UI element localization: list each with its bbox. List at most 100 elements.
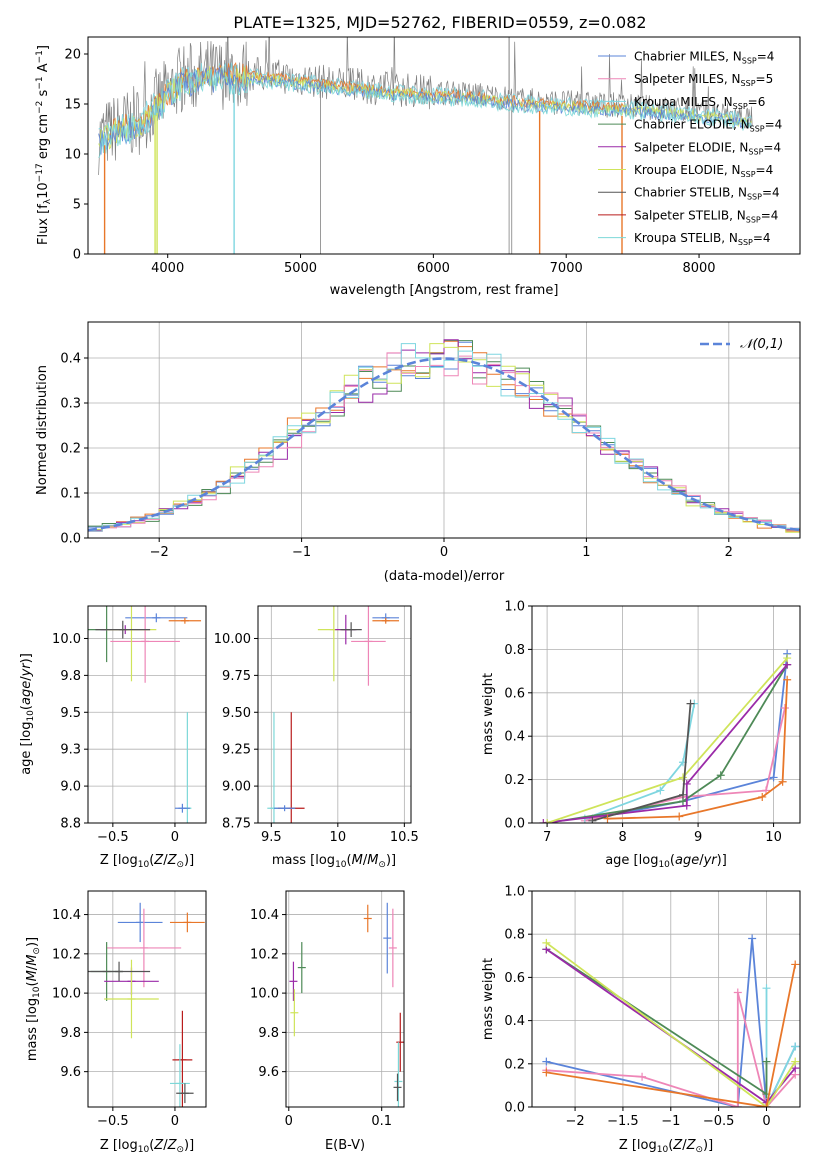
series-marker	[675, 812, 684, 821]
series-marker	[769, 773, 778, 782]
series-marker	[783, 675, 792, 684]
panel-3: −0.5 0 8.8 9.0 9.3 9.5 9.8 10.0 Z [log10(Z/Z⊙)] a…	[19, 605, 207, 870]
x-tick-label: 8000	[682, 261, 715, 276]
errorbar-point	[383, 902, 392, 974]
series-path	[545, 942, 796, 1107]
legend-entry: Salpeter MILES, NSSP=5	[634, 72, 773, 88]
errorbar-point	[125, 613, 188, 623]
plot-area	[98, 37, 753, 254]
series-line	[543, 660, 792, 823]
series-line	[542, 960, 800, 1107]
series-marker	[791, 1042, 800, 1051]
series-marker	[678, 773, 687, 782]
y-tick-label: 10.0	[52, 987, 81, 1002]
y-axis-label: mass weight	[481, 958, 496, 1040]
y-tick-label: 1.0	[504, 885, 525, 900]
panel-6: −0.5 0 9.6 9.8 10.0 10.2 10.4 Z [log10(Z/Z⊙)] ma…	[25, 890, 207, 1155]
errorbar-point	[273, 805, 296, 812]
y-tick-label: 5	[73, 198, 81, 213]
y-tick-label: 9.3	[60, 743, 81, 758]
y-tick-label: 9.6	[258, 1065, 279, 1080]
errorbar-point	[289, 961, 298, 1001]
errorbar-point	[393, 1073, 402, 1102]
series-marker	[780, 703, 789, 712]
errorbar-point	[110, 606, 180, 683]
y-tick-label: 0.6	[504, 971, 525, 986]
plot-area	[88, 339, 800, 533]
y-axis-label: Flux [fλ10−17 erg cm−2 s−1 A−1]	[35, 45, 53, 245]
errorbar-point	[88, 961, 151, 982]
legend-entry: Salpeter ELODIE, NSSP=4	[634, 140, 781, 156]
series-marker	[758, 792, 767, 801]
x-tick-label: −0.5	[97, 830, 129, 845]
errorbar-point	[95, 620, 151, 639]
series-path	[765, 988, 797, 1107]
errorbar-point	[106, 908, 182, 988]
axes-frame	[87, 605, 207, 824]
x-tick-label: 0	[285, 1114, 293, 1129]
x-tick-label: 7	[543, 830, 551, 845]
errorbar-point	[290, 989, 299, 1037]
errorbar-point	[172, 1010, 193, 1107]
panel-5: 7 8 9 10 0.0 0.2 0.4 0.6 0.8 1.0 age [log10(age/yr…	[481, 600, 801, 870]
y-tick-label: 9.50	[222, 706, 251, 721]
series-line	[543, 654, 792, 823]
x-axis-label: E(B-V)	[325, 1138, 365, 1153]
y-tick-label: 9.5	[60, 706, 81, 721]
series-marker	[682, 801, 691, 810]
series-marker	[543, 819, 552, 823]
errorbar-point	[169, 1044, 190, 1107]
errorbar-point	[351, 606, 386, 686]
series-marker	[778, 777, 787, 786]
x-tick-label: −0.5	[97, 1114, 129, 1129]
x-tick-label: 9.5	[261, 830, 282, 845]
errorbar-point	[388, 908, 397, 988]
y-tick-label: 9.8	[60, 669, 81, 684]
y-tick-label: 0.4	[504, 730, 525, 745]
series-line	[542, 945, 771, 1099]
panel-2: −2 −1 0 1 2 0.0 0.1 0.2 0.3 0.4 (data-model)/error…	[35, 321, 801, 584]
panel-7: 0 0.1 9.6 9.8 10.0 10.2 10.4 E(B-V)	[250, 890, 405, 1153]
x-tick-label: −2	[150, 545, 169, 560]
x-tick-label: −1	[292, 545, 311, 560]
errorbar-point	[176, 1083, 194, 1104]
panel-4: 9.5 10 10.5 8.75 9.00 9.25 9.50 9.75 10.00 mass […	[214, 605, 419, 870]
legend-entry: Chabrier ELODIE, NSSP=4	[634, 118, 782, 134]
series-path	[592, 653, 789, 820]
plot-area	[267, 606, 400, 823]
y-tick-label: 9.00	[222, 780, 251, 795]
x-tick-label: 8	[618, 830, 626, 845]
y-axis-label: mass weight	[481, 673, 496, 755]
y-tick-label: 9.8	[60, 1026, 81, 1041]
series-line	[603, 675, 792, 823]
series-marker	[542, 1068, 551, 1077]
x-tick-label: −1.5	[607, 1114, 639, 1129]
series-path	[546, 964, 797, 1107]
y-tick-label: 10.0	[250, 987, 279, 1002]
series-path	[546, 992, 796, 1107]
x-tick-label: 1	[582, 545, 590, 560]
x-tick-label: −1	[661, 1114, 680, 1129]
series-marker	[762, 1057, 771, 1066]
errorbar-point	[396, 1012, 404, 1072]
series-marker	[716, 771, 725, 780]
series-marker	[638, 1072, 647, 1081]
series-marker	[603, 814, 612, 823]
y-tick-label: 15	[64, 98, 81, 113]
series-marker	[686, 699, 695, 708]
plot-area	[539, 649, 792, 823]
axes-frame	[87, 890, 207, 1108]
errorbar-point	[297, 942, 306, 994]
axes-frame	[87, 321, 801, 539]
y-tick-label: 9.75	[222, 669, 251, 684]
series-line	[580, 699, 699, 823]
series-marker	[678, 790, 687, 799]
model-spectrum	[98, 69, 752, 159]
x-tick-label: 4000	[151, 261, 184, 276]
y-tick-label: 0.8	[504, 643, 525, 658]
errorbar-point	[117, 902, 163, 943]
x-tick-label: 10	[765, 830, 782, 845]
x-tick-label: 10.5	[390, 830, 419, 845]
